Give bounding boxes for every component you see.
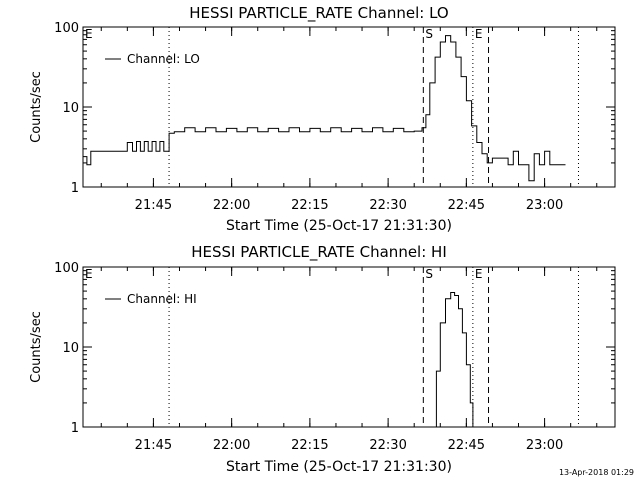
legend-label: Channel: LO (127, 52, 200, 66)
x-tick-label: 21:45 (135, 198, 172, 213)
time-marker-label: E (475, 267, 483, 281)
y-axis-label: Counts/sec (29, 311, 44, 383)
y-tick-label: 100 (54, 21, 79, 36)
x-tick-label: 22:45 (448, 438, 485, 453)
y-tick-label: 1 (71, 181, 79, 196)
x-tick-label: 22:45 (448, 198, 485, 213)
chart-title: HESSI PARTICLE_RATE Channel: HI (191, 243, 447, 262)
x-axis-label: Start Time (25-Oct-17 21:31:30) (226, 218, 452, 234)
footer-timestamp: 13-Apr-2018 01:29 (558, 468, 634, 477)
y-tick-label: 1 (71, 421, 79, 436)
y-axis-label: Counts/sec (29, 71, 44, 143)
x-tick-label: 21:45 (135, 438, 172, 453)
y-tick-label: 10 (62, 101, 79, 116)
x-tick-label: 22:30 (369, 438, 406, 453)
time-marker-label: E (475, 27, 483, 41)
time-marker-label: S (425, 267, 433, 281)
data-series-line (432, 292, 474, 428)
x-tick-label: 22:15 (291, 198, 328, 213)
legend-label: Channel: HI (127, 292, 197, 306)
x-axis-label: Start Time (25-Oct-17 21:31:30) (226, 459, 452, 475)
time-marker-label: E (85, 267, 93, 281)
plot-frame (82, 266, 616, 428)
time-marker-label: S (425, 27, 433, 41)
chart-panel-hi: HESSI PARTICLE_RATE Channel: HI 1 10 100 21:… (29, 243, 616, 475)
data-series-line (83, 35, 566, 182)
time-marker-label: E (85, 27, 93, 41)
x-tick-label: 22:00 (213, 438, 250, 453)
y-tick-label: 100 (54, 261, 79, 276)
x-tick-label: 22:30 (369, 198, 406, 213)
y-tick-label: 10 (62, 341, 79, 356)
x-tick-label: 23:00 (526, 198, 563, 213)
plot-frame (82, 26, 616, 188)
chart-panel-lo: HESSI PARTICLE_RATE Channel: LO 1 10 100 21:… (29, 4, 616, 234)
x-tick-label: 22:00 (213, 198, 250, 213)
chart-title: HESSI PARTICLE_RATE Channel: LO (189, 4, 448, 23)
x-tick-label: 23:00 (526, 438, 563, 453)
x-tick-label: 22:15 (291, 438, 328, 453)
